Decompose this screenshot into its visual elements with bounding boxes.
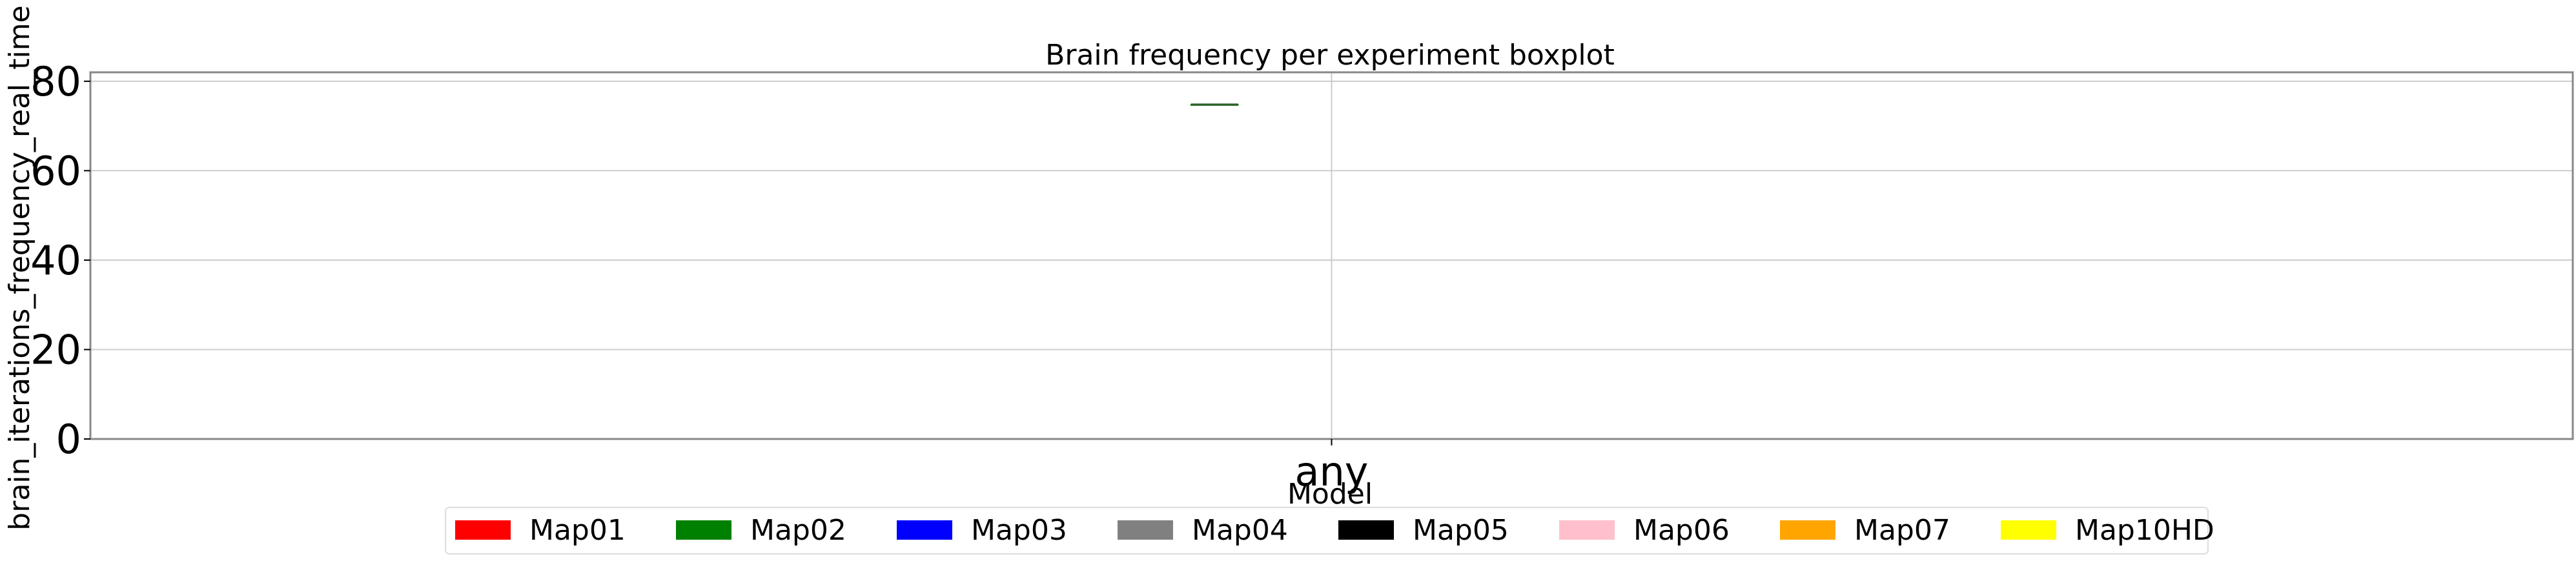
legend-label: Map03: [971, 514, 1067, 547]
legend-item-map07: Map07: [1780, 514, 1950, 547]
y-tick-label: 0: [56, 416, 81, 463]
legend-item-map10hd: Map10HD: [2001, 514, 2214, 547]
legend-swatch: [1118, 520, 1173, 540]
legend-label: Map10HD: [2075, 514, 2214, 547]
x-axis-label: Model: [1287, 478, 1373, 511]
legend: Map01 Map02 Map03 Map04 Map05 Map06 Map07 Map10…: [445, 507, 2214, 555]
gridlines: [90, 72, 2573, 440]
legend-label: Map02: [750, 514, 846, 547]
y-tick-label: 20: [30, 326, 81, 373]
legend-swatch: [897, 520, 952, 540]
y-tick-label: 80: [30, 58, 81, 105]
legend-label: Map07: [1854, 514, 1950, 547]
legend-swatch: [455, 520, 511, 540]
y-axis: 0 20 40 60 80: [30, 58, 90, 463]
legend-item-map06: Map06: [1559, 514, 1730, 547]
legend-label: Map05: [1413, 514, 1509, 547]
legend-item-map01: Map01: [455, 514, 626, 547]
legend-label: Map01: [529, 514, 626, 547]
y-tick-label: 40: [30, 237, 81, 284]
chart-title: Brain frequency per experiment boxplot: [1045, 39, 1615, 72]
legend-label: Map04: [1192, 514, 1288, 547]
legend-swatch: [1780, 520, 1835, 540]
legend-swatch: [1559, 520, 1615, 540]
legend-item-map03: Map03: [897, 514, 1067, 547]
y-axis-label: brain_iterations_frequency_real_time: [3, 5, 36, 530]
legend-item-map04: Map04: [1118, 514, 1288, 547]
x-tick-label: any: [1295, 448, 1369, 495]
x-axis: any: [1295, 439, 1369, 495]
legend-label: Map06: [1633, 514, 1730, 547]
y-tick-label: 60: [30, 147, 81, 194]
legend-swatch: [676, 520, 731, 540]
legend-item-map02: Map02: [676, 514, 846, 547]
legend-frame: [445, 507, 2209, 555]
legend-swatch: [1338, 520, 1394, 540]
legend-item-map05: Map05: [1338, 514, 1509, 547]
legend-swatch: [2001, 520, 2056, 540]
